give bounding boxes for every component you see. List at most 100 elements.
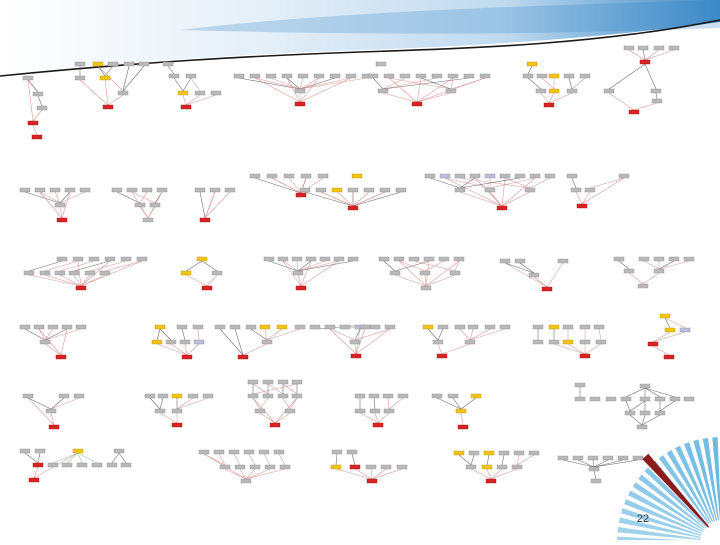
graph-node	[465, 464, 477, 470]
graph-edge	[548, 92, 555, 104]
graph-edge	[80, 274, 106, 287]
sink-node	[411, 101, 423, 107]
graph-edge	[486, 468, 492, 480]
graph-edge	[299, 77, 368, 90]
graph-edge	[501, 191, 531, 207]
graph-node	[536, 73, 548, 79]
graph-edge	[352, 191, 370, 207]
graph-edge	[320, 191, 354, 207]
sink-node	[201, 285, 213, 291]
graph-node	[194, 187, 206, 193]
graph-edge	[264, 328, 268, 341]
graph-edge	[44, 274, 82, 287]
graph-node	[76, 462, 88, 468]
graph-edge	[593, 470, 597, 480]
graph-edge	[354, 328, 361, 341]
dependency-graph-10	[111, 187, 168, 223]
dependency-graph-27	[422, 324, 511, 359]
graph-node	[142, 217, 154, 223]
sink-node	[639, 59, 651, 65]
graph-node	[265, 73, 277, 79]
graph-node	[211, 270, 223, 276]
graph-node	[639, 396, 651, 402]
graph-edge	[382, 77, 406, 90]
graph-edge	[643, 260, 660, 270]
graph-node	[653, 256, 665, 262]
graph-edge	[628, 49, 646, 61]
graph-node	[532, 324, 544, 330]
graph-edge	[234, 328, 244, 356]
graph-edge	[156, 343, 188, 356]
graph-node	[589, 396, 601, 402]
graph-node	[79, 187, 91, 193]
graph-edge	[50, 397, 65, 410]
corner-burst-decoration	[617, 437, 720, 545]
graph-edge	[66, 452, 79, 464]
graph-edge	[354, 468, 373, 480]
graph-edge	[282, 383, 298, 395]
graph-node	[354, 393, 366, 399]
graph-edge	[176, 397, 194, 410]
graph-edge	[416, 92, 452, 103]
graph-node	[194, 90, 206, 96]
graph-node	[419, 270, 431, 276]
dependency-graph-12	[249, 173, 329, 198]
graph-node	[653, 45, 665, 51]
graph-edge	[38, 328, 46, 341]
sink-node	[295, 192, 307, 198]
graph-node	[377, 88, 389, 94]
graph-edge	[252, 383, 298, 395]
graph-node	[19, 324, 31, 330]
graph-edge	[282, 260, 302, 287]
graph-node	[566, 173, 578, 179]
graph-edge	[27, 79, 34, 122]
sink-node	[372, 422, 384, 428]
graph-node	[106, 462, 118, 468]
sink-node	[295, 285, 307, 291]
graph-node	[136, 256, 148, 262]
graph-edge	[289, 397, 298, 410]
graph-edge	[625, 387, 646, 398]
burst-ray	[638, 474, 706, 529]
graph-edge	[185, 260, 203, 272]
highlighted-node	[196, 256, 208, 262]
graph-edge	[584, 343, 602, 355]
dependency-graph-17	[23, 256, 148, 291]
graph-edge	[504, 262, 548, 288]
graph-node	[192, 324, 204, 330]
graph-edge	[170, 343, 188, 356]
highlighted-node	[422, 324, 434, 330]
graph-edge	[50, 397, 80, 410]
graph-node	[605, 396, 617, 402]
dependency-graph-25	[214, 324, 306, 360]
burst-ray	[666, 450, 712, 524]
graph-edge	[139, 206, 149, 219]
graph-node	[99, 270, 111, 276]
graph-node	[156, 187, 168, 193]
graph-edge	[425, 260, 460, 287]
graph-node	[499, 258, 511, 264]
graph-node	[623, 268, 635, 274]
graph-edge	[206, 274, 218, 287]
graph-edge	[254, 77, 301, 103]
graph-edge	[589, 177, 625, 189]
graph-node	[134, 202, 146, 208]
graph-edge	[489, 177, 536, 189]
graph-edge	[370, 468, 373, 480]
graph-edge	[425, 274, 456, 287]
graph-edge	[450, 77, 454, 90]
dependency-graph-8	[603, 45, 680, 115]
graph-edge	[44, 328, 68, 341]
graph-edge	[104, 260, 143, 272]
graph-edge	[282, 260, 299, 272]
graph-edge	[60, 328, 68, 356]
graph-edge	[335, 468, 373, 480]
graph-node	[467, 324, 479, 330]
graph-edge	[490, 468, 518, 480]
graph-edge	[77, 452, 98, 464]
graph-node	[54, 202, 66, 208]
graph-node	[579, 73, 591, 79]
graph-node	[383, 73, 395, 79]
graph-node	[437, 324, 449, 330]
dependency-graphs	[19, 45, 695, 484]
